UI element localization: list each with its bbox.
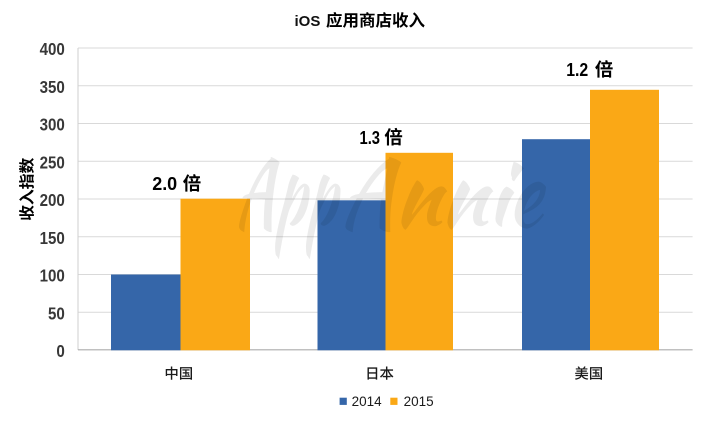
svg-text:2015: 2015 (404, 394, 434, 409)
svg-text:200: 200 (40, 190, 65, 210)
svg-text:0: 0 (56, 341, 65, 361)
svg-text:100: 100 (40, 266, 65, 286)
svg-text:350: 350 (40, 77, 65, 97)
svg-text:2.0: 2.0 (152, 173, 177, 194)
svg-text:400: 400 (40, 39, 65, 59)
svg-text:iOS: iOS (295, 13, 321, 30)
svg-text:2014: 2014 (352, 394, 383, 409)
svg-text:150: 150 (40, 228, 65, 248)
svg-text:1.3: 1.3 (360, 127, 381, 148)
svg-text:1.2: 1.2 (566, 59, 588, 80)
svg-text:50: 50 (48, 303, 65, 323)
svg-text:250: 250 (40, 152, 65, 172)
svg-text:300: 300 (40, 115, 65, 135)
